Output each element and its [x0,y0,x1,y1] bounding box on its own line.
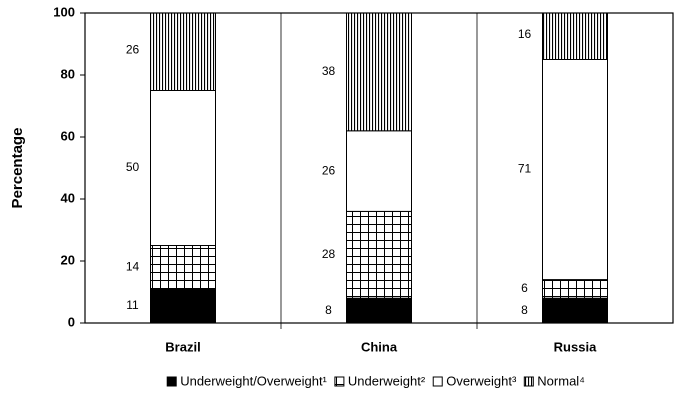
data-label: 38 [322,64,336,78]
data-label: 11 [126,298,139,312]
data-label: 28 [322,247,336,261]
legend-swatch [523,376,534,387]
bar-segment [542,59,608,281]
bar-segment [346,297,412,323]
bar-segment [542,297,608,323]
bar-segment [542,13,608,60]
y-axis-label: Percentage [9,128,26,209]
x-tick-label: Brazil [165,339,200,354]
legend-swatch [432,376,443,387]
data-label: 16 [518,27,532,41]
bar-segment [346,130,412,212]
legend-label: Overweight³ [446,373,517,388]
legend-swatch [334,376,345,387]
data-label: 6 [521,281,528,295]
bar-segment [150,90,216,246]
data-label: 26 [126,42,140,56]
data-label: 8 [521,303,528,317]
data-label: 50 [126,160,140,174]
y-tick-label: 80 [61,66,75,81]
bar-segment [542,279,608,299]
legend-label: Underweight/Overweight¹ [180,373,327,388]
data-label: 26 [322,163,336,177]
y-tick-label: 20 [61,252,75,267]
data-label: 8 [325,303,332,317]
legend-label: Normal⁴ [537,373,584,388]
bar-segment [346,210,412,299]
data-label: 71 [518,162,532,176]
bar-segment [150,288,216,323]
legend-label: Underweight² [348,373,426,388]
x-tick-label: China [361,339,398,354]
y-tick-label: 40 [61,190,75,205]
legend-swatch [166,376,177,387]
y-tick-label: 0 [68,314,75,329]
plot-frame [84,12,674,324]
y-tick-label: 60 [61,128,75,143]
x-tick-label: Russia [554,339,597,354]
bar-segment [150,245,216,290]
bar-segment [346,13,412,132]
bar-segment [150,13,216,91]
data-label: 14 [126,259,140,273]
y-tick-label: 100 [53,4,75,19]
